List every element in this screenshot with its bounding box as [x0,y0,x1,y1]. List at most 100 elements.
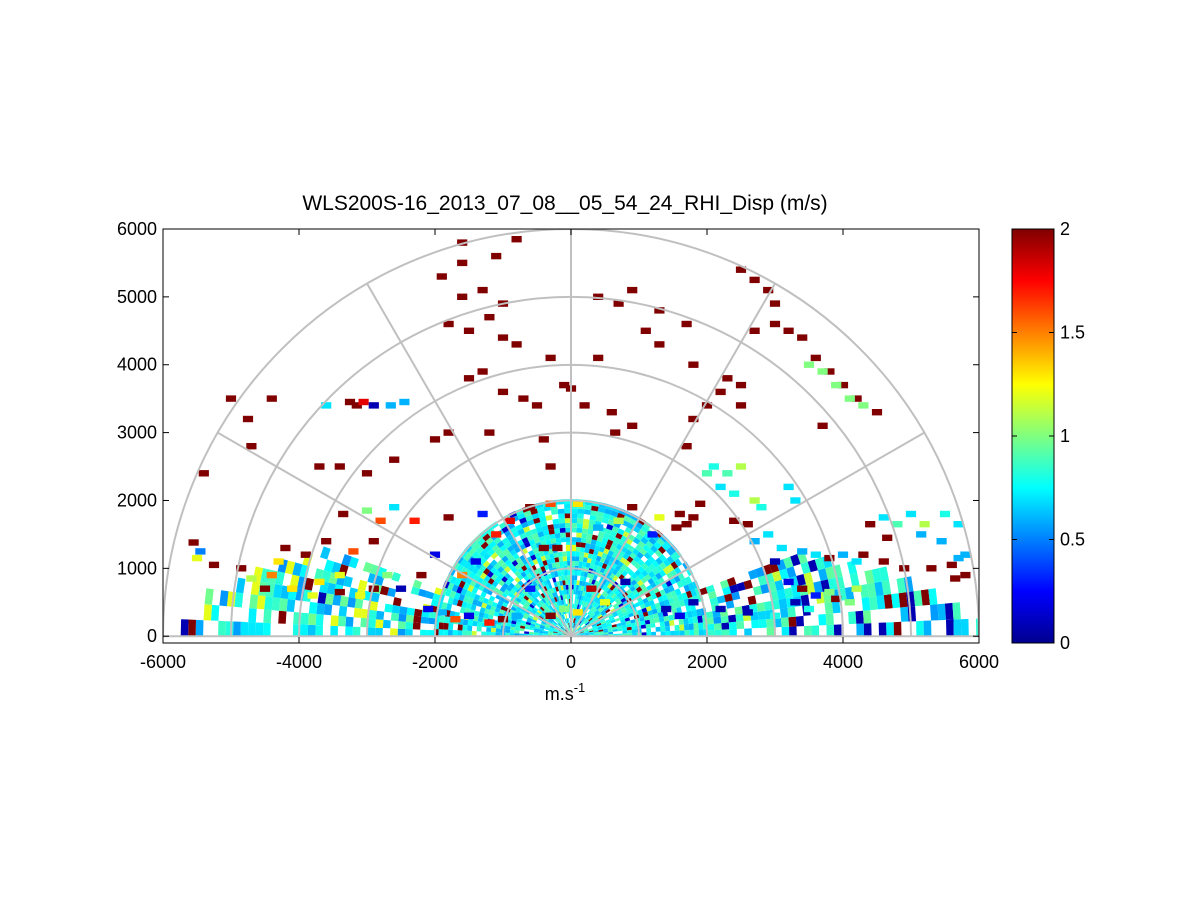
data-point [198,470,209,477]
data-cell [623,515,632,523]
data-cell [598,561,604,568]
data-cell [575,546,581,552]
data-cell [635,586,643,593]
data-cell [326,582,336,595]
data-cell [471,631,477,637]
data-cell [571,537,577,542]
data-cell [576,523,583,529]
data-cell [601,517,609,524]
data-cell [603,558,610,565]
data-cell [556,606,560,612]
data-cell [583,552,589,558]
data-cell [602,604,608,610]
data-cell [780,607,789,618]
data-cell [478,595,485,603]
data-point [511,612,522,619]
data-cell [849,572,860,587]
data-cell [757,575,768,586]
data-cell [600,609,606,615]
data-cell [657,611,664,618]
data-cell [529,627,535,631]
data-point [742,609,753,616]
data-cell [655,626,661,632]
data-cell [687,617,694,624]
data-cell [539,516,547,523]
data-cell [540,612,546,618]
data-cell [519,592,526,598]
data-cell [571,556,576,561]
data-cell [658,554,667,562]
data-cell [584,632,590,635]
data-cell [756,602,766,612]
data-cell [584,631,589,634]
data-cell [610,593,617,599]
data-cell [491,544,500,552]
data-cell [655,572,663,580]
data-cell [630,619,636,624]
data-cell [374,575,385,586]
data-point [572,500,583,507]
data-cell [772,570,782,582]
data-cell [826,624,835,637]
data-point [763,286,774,294]
data-cell [354,598,364,609]
data-cell [622,630,628,634]
data-cell [554,557,560,563]
data-cell [618,567,625,574]
data-cell [677,593,684,602]
data-cell [670,590,677,598]
data-cell [590,539,597,546]
data-cell [725,600,735,609]
data-point [470,558,481,565]
data-cell [478,611,485,618]
data-cell [705,617,714,625]
data-cell [497,559,505,567]
data-cell [920,589,930,606]
data-point [531,402,543,409]
data-cell [634,576,641,583]
data-cell [479,607,486,613]
data-cell [622,553,630,560]
data-cell [626,588,633,595]
data-cell [579,631,584,634]
data-cell [583,627,588,631]
data-cell [642,611,649,617]
data-cell [520,608,527,613]
data-cell [744,628,752,637]
data-cell [598,631,604,634]
data-cell [617,528,625,536]
data-cell [324,559,335,573]
data-point [538,436,549,443]
data-cell [763,601,773,611]
data-cell [653,541,662,550]
data-cell [975,618,979,637]
data-cell [504,541,512,549]
data-cell [530,543,538,550]
data-cell [517,580,524,587]
data-cell [560,627,565,631]
data-cell [595,516,603,523]
data-cell [582,601,587,607]
data-cell [540,581,546,588]
data-point [851,558,862,565]
data-cell [413,608,423,617]
data-cell [203,604,212,621]
data-cell [606,623,612,627]
data-point [695,500,706,507]
data-point [681,521,692,528]
data-cell [572,622,574,628]
data-cell [444,588,452,597]
data-cell [591,534,598,541]
data-cell [425,590,435,600]
data-cell [591,600,596,606]
data-point [817,422,828,429]
data-cell [680,578,688,587]
data-point [246,443,257,450]
data-cell [674,630,680,637]
data-cell [607,603,613,609]
data-cell [589,543,596,550]
data-point [300,551,311,558]
data-point [742,521,753,528]
data-cell [467,620,473,626]
data-cell [502,548,510,556]
